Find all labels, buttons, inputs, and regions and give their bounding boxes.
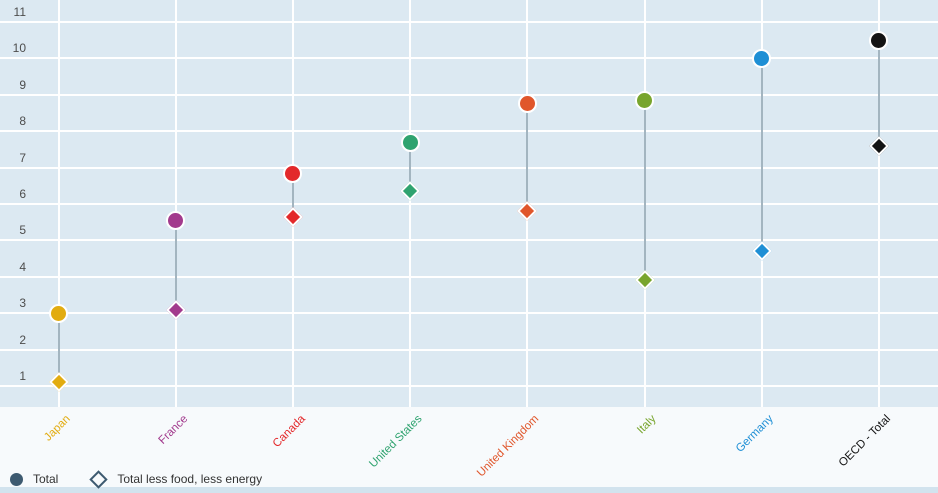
legend-core-marker-icon[interactable] xyxy=(89,469,109,489)
gridline-y-3 xyxy=(0,312,938,315)
data-point-total-germany[interactable] xyxy=(752,48,772,68)
y-axis-tick-label: 7 xyxy=(19,150,26,165)
connector-line xyxy=(760,58,763,252)
connector-line xyxy=(57,313,60,383)
data-point-total-italy[interactable] xyxy=(635,90,654,110)
gridline-y-11 xyxy=(0,21,938,23)
data-point-core-canada[interactable] xyxy=(282,206,303,227)
gridline-y-2 xyxy=(0,348,938,351)
data-point-total-canada[interactable] xyxy=(283,163,303,183)
data-point-total-oecd-total[interactable] xyxy=(869,30,889,50)
x-axis-label-japan: Japan xyxy=(42,413,73,444)
y-axis-tick-label: 11 xyxy=(13,5,26,19)
legend-core-label[interactable]: Total less food, less energy xyxy=(117,472,263,486)
gridline-x-france xyxy=(174,0,177,407)
plot-area: 1 2 3 4 5 6 7 8 9 10 11 xyxy=(0,0,938,407)
data-point-total-japan[interactable] xyxy=(49,303,68,323)
data-point-core-japan[interactable] xyxy=(48,372,69,393)
bottom-strip xyxy=(0,487,938,493)
gridline-y-9 xyxy=(0,93,938,96)
y-axis-tick-label: 6 xyxy=(19,187,26,201)
data-point-total-france[interactable] xyxy=(166,210,186,230)
y-axis-tick-label: 3 xyxy=(19,296,26,311)
x-axis-label-canada: Canada xyxy=(270,413,308,450)
y-axis-tick-label: 10 xyxy=(12,41,26,56)
connector-line xyxy=(409,142,412,192)
connector-line xyxy=(877,40,880,146)
data-point-core-italy[interactable] xyxy=(634,270,655,291)
gridline-x-japan xyxy=(57,0,60,407)
connector-line xyxy=(291,173,294,217)
chart-legend: Total Total less food, less energy xyxy=(10,468,262,490)
x-axis-label-germany: Germany xyxy=(734,413,777,455)
gridline-y-7 xyxy=(0,166,938,169)
legend-total-marker-icon[interactable] xyxy=(10,472,23,486)
gridline-y-4 xyxy=(0,275,938,278)
y-axis-tick-label: 9 xyxy=(19,77,26,92)
gridline-y-10 xyxy=(0,57,938,60)
x-axis-label-france: France xyxy=(156,413,191,447)
data-point-core-oecd-total[interactable] xyxy=(868,135,889,156)
gridline-y-6 xyxy=(0,203,938,205)
gridline-y-1 xyxy=(0,385,938,387)
y-axis-tick-label: 8 xyxy=(19,114,26,129)
y-axis-tick-label: 1 xyxy=(19,369,26,383)
y-axis-tick-label: 5 xyxy=(19,223,26,238)
data-point-core-france[interactable] xyxy=(165,299,186,320)
connector-line xyxy=(526,103,529,212)
gridline-y-5 xyxy=(0,239,938,242)
connector-line xyxy=(174,220,177,310)
data-point-total-united-states[interactable] xyxy=(400,132,420,152)
connector-line xyxy=(643,100,646,281)
gridline-x-oecd-total xyxy=(877,0,880,407)
y-axis-tick-label: 2 xyxy=(19,332,26,347)
x-axis-label-united-kingdom: United Kingdom xyxy=(475,413,542,480)
gridline-x-united-states xyxy=(409,0,412,407)
data-point-core-germany[interactable] xyxy=(751,241,772,262)
x-axis-label-italy: Italy xyxy=(635,413,659,437)
x-axis-label-united-states: United States xyxy=(367,413,425,471)
legend-total-label[interactable]: Total xyxy=(33,472,59,486)
y-axis-tick-label: 4 xyxy=(19,259,26,274)
data-point-total-united-kingdom[interactable] xyxy=(517,94,537,114)
x-axis-label-oecd-total: OECD - Total xyxy=(837,413,894,470)
gridline-y-8 xyxy=(0,130,938,133)
data-point-core-united-states[interactable] xyxy=(400,181,420,202)
